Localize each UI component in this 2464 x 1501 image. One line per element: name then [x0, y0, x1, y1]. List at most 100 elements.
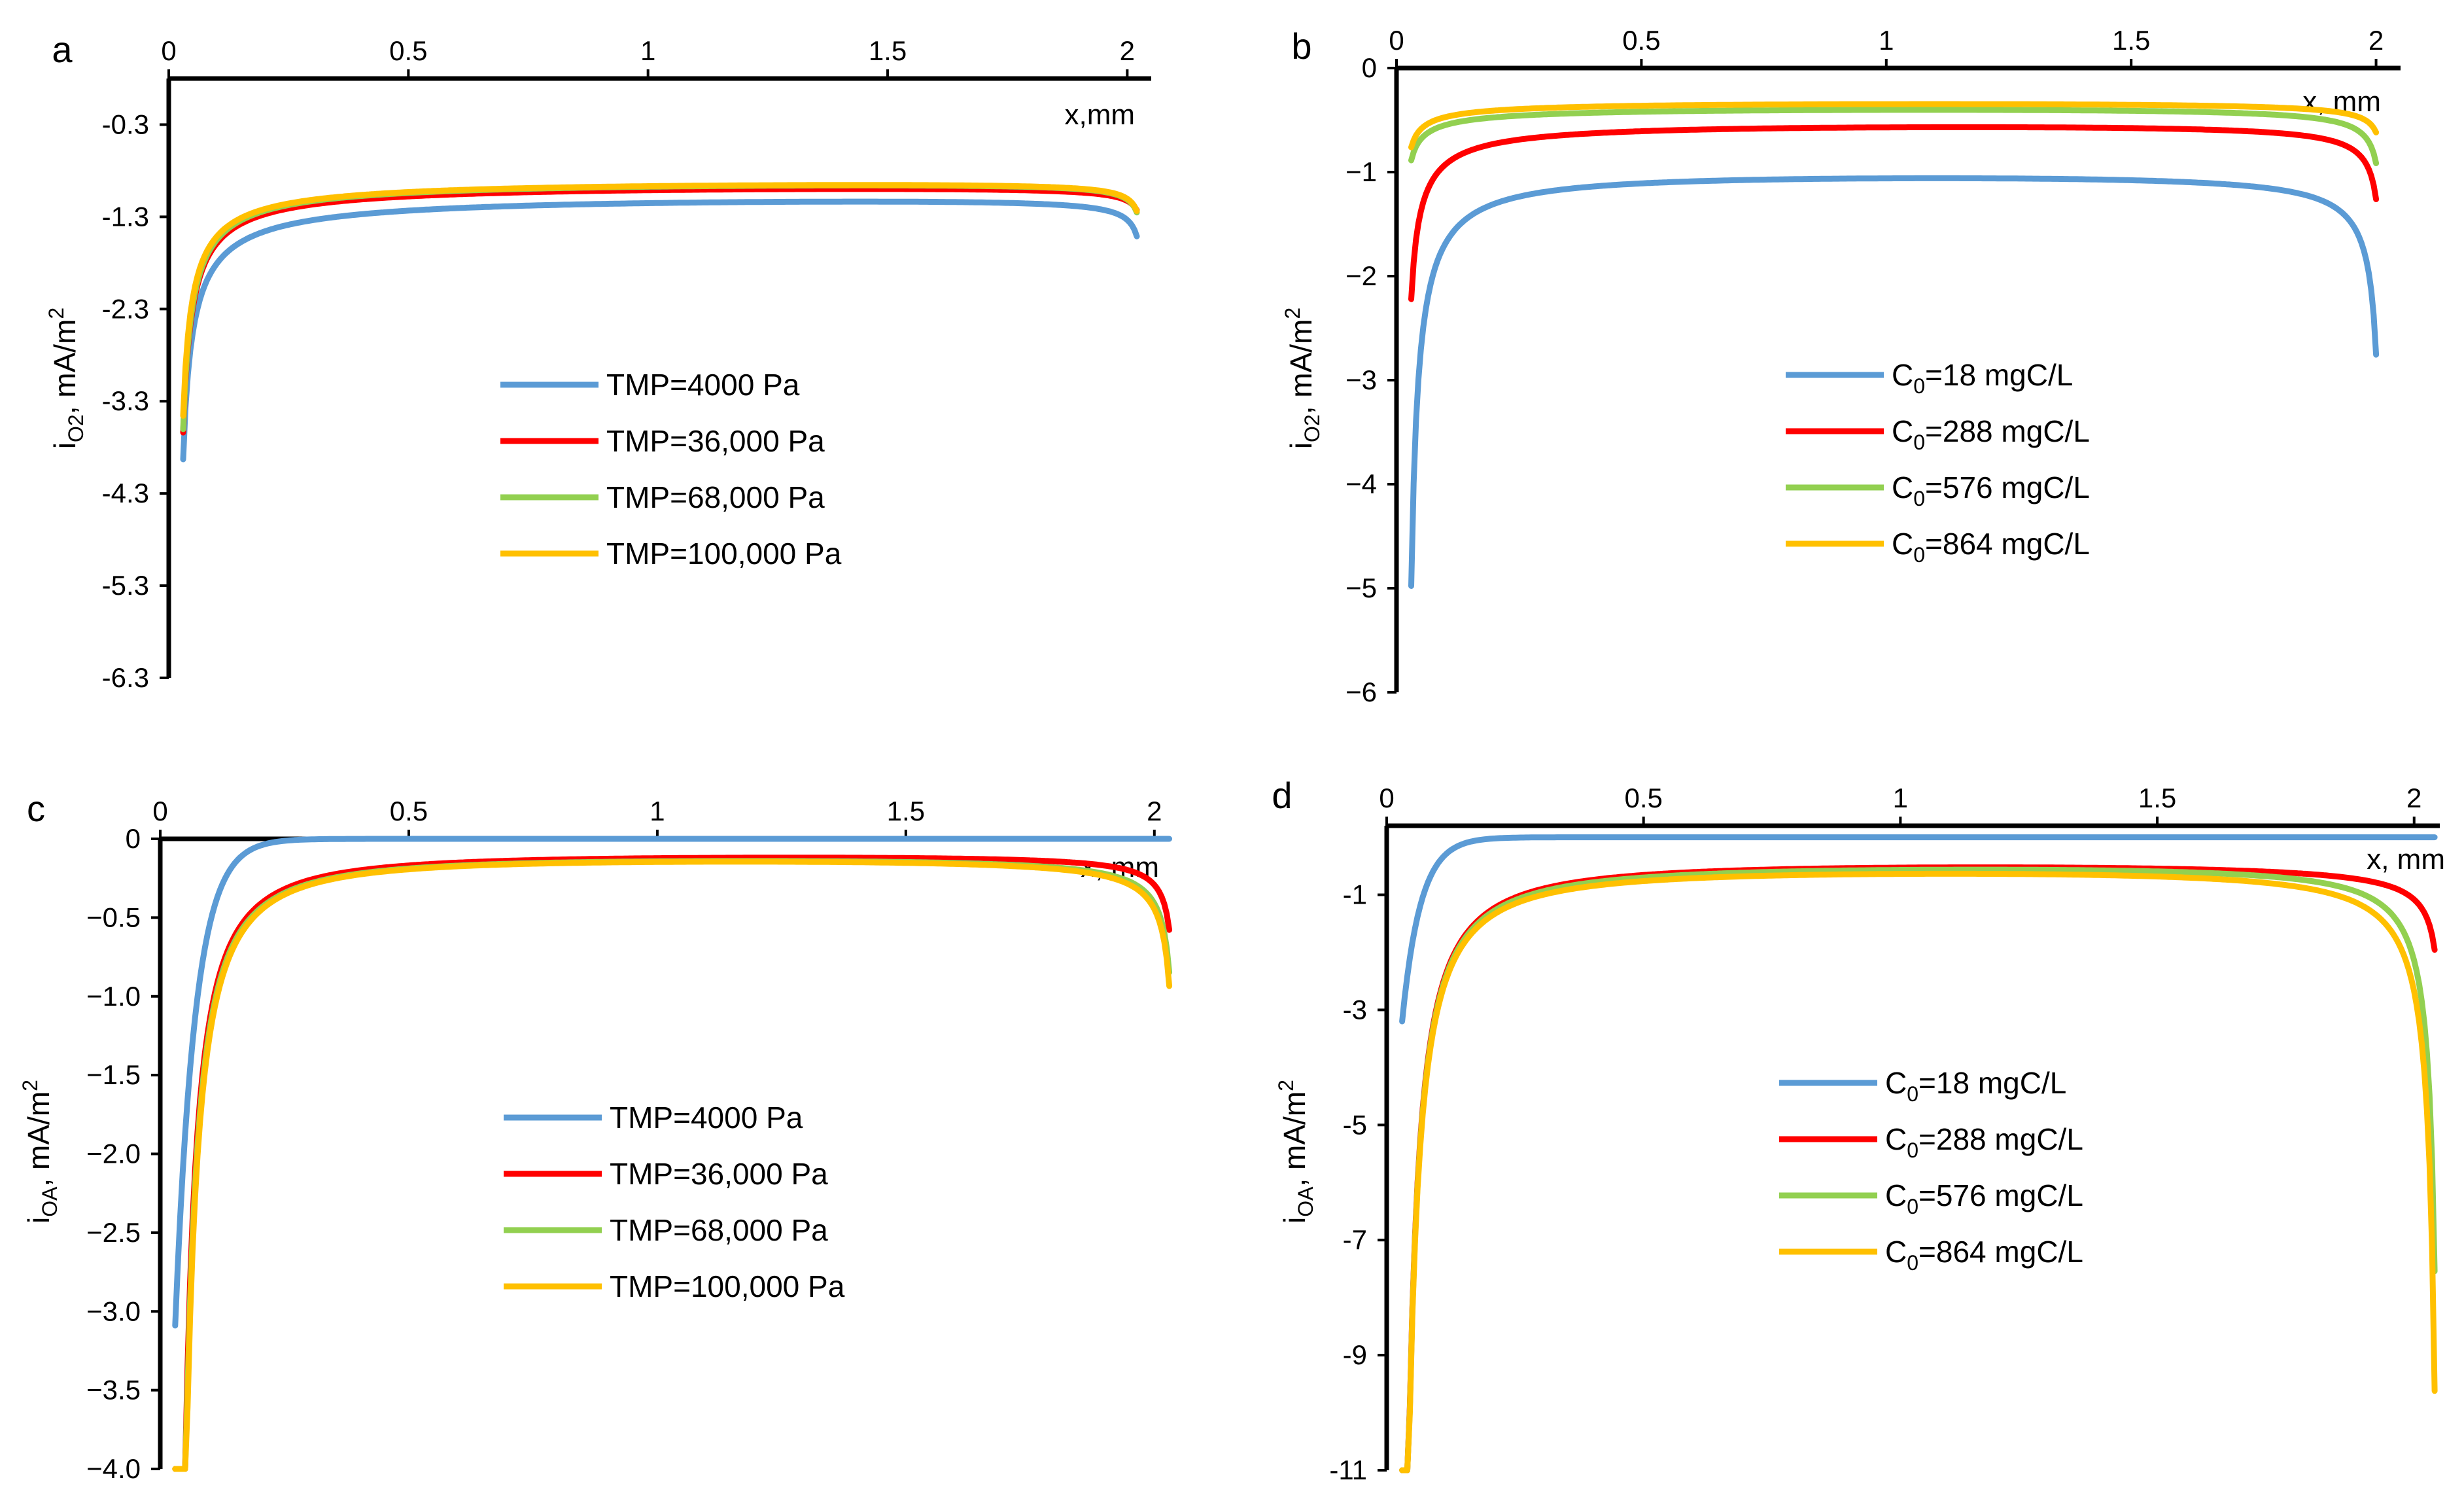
- legend-label: C0=18 mgC/L: [1885, 1066, 2066, 1106]
- y-tick-label: -7: [1343, 1224, 1367, 1255]
- y-tick-label: -11: [1329, 1455, 1367, 1485]
- legend-label-post: =18 mgC/L: [1918, 1066, 2066, 1100]
- series-line-3: [1399, 866, 2438, 1474]
- x-tick-label: 1: [1893, 783, 1908, 813]
- y-tick-label: −2: [1345, 260, 1377, 291]
- legend-label-pre: C: [1885, 1066, 1907, 1100]
- legend-label-sub: 0: [1913, 543, 1925, 567]
- y-tick-label: −4: [1345, 468, 1377, 499]
- legend-label-sub: 0: [1907, 1251, 1918, 1275]
- legend-label: C0=288 mgC/L: [1892, 414, 2090, 454]
- y-tick-label: −1: [1345, 156, 1377, 187]
- y-axis-label: iOA, mA/m2: [18, 1080, 61, 1224]
- x-tick-label: 0: [1389, 25, 1404, 56]
- y-tick-label: -1.3: [102, 201, 149, 232]
- legend-label-post: =288 mgC/L: [1925, 414, 2090, 448]
- y-tick-label: -2.3: [102, 293, 149, 324]
- series-line-1: [1399, 834, 2438, 1025]
- series-line-1: [172, 836, 1173, 1329]
- y-tick-label: -6.3: [102, 662, 149, 693]
- legend-label: TMP=100,000 Pa: [610, 1269, 845, 1303]
- y-tick-label: -4.3: [102, 478, 149, 508]
- legend-label-post: =864 mgC/L: [1925, 527, 2090, 561]
- series-line-4: [1399, 870, 2438, 1474]
- panel-c: 0 0.5 1 1.5 2 0 −0.5 −1.0 −1.5 −2.0 −2.5 −3.0 −3.5 −4…: [18, 788, 1173, 1484]
- y-tick-label: −3: [1345, 364, 1377, 395]
- y-axis-label-sup: 2: [1281, 308, 1304, 319]
- y-tick-label: −1.5: [86, 1059, 141, 1090]
- y-axis-label-sub: O2: [1300, 414, 1324, 442]
- series-line-3: [1408, 107, 2380, 166]
- x-tick-label: 0: [161, 35, 176, 66]
- legend-label: TMP=4000 Pa: [606, 368, 800, 402]
- x-tick-label: 1: [640, 35, 655, 66]
- legend-label: C0=864 mgC/L: [1885, 1235, 2083, 1275]
- series-line-2: [1399, 864, 2438, 1474]
- legend-label-post: =288 mgC/L: [1918, 1122, 2083, 1156]
- x-tick-label: 2: [1120, 35, 1135, 66]
- y-axis-label-sub: OA: [38, 1186, 61, 1217]
- y-axis-label: iO2, mA/m2: [1281, 308, 1324, 449]
- x-tick-label: 1: [650, 796, 665, 826]
- y-tick-label: −6: [1345, 677, 1377, 707]
- legend-label: TMP=36,000 Pa: [610, 1157, 828, 1191]
- legend-label: C0=18 mgC/L: [1892, 358, 2073, 398]
- y-axis-label-main: i: [1277, 1217, 1311, 1224]
- y-tick-label: −2.5: [86, 1217, 141, 1248]
- y-axis-label-sub: OA: [1294, 1186, 1317, 1217]
- legend: TMP=4000 Pa TMP=36,000 Pa TMP=68,000 Pa TMP…: [504, 1101, 845, 1303]
- y-axis-label-unit: , mA/m: [1277, 1091, 1311, 1187]
- y-axis-label-sup: 2: [44, 308, 68, 319]
- legend-label: C0=288 mgC/L: [1885, 1122, 2083, 1162]
- x-tick-label: 0.5: [1624, 783, 1662, 813]
- series-line-4: [172, 858, 1173, 1472]
- x-tick-label: 0: [152, 796, 167, 826]
- y-axis-label-main: i: [48, 442, 82, 449]
- legend-label: TMP=100,000 Pa: [606, 537, 842, 571]
- legend-label: C0=576 mgC/L: [1892, 470, 2090, 510]
- y-axis-label: iOA, mA/m2: [1274, 1080, 1317, 1224]
- x-tick-label: 0.5: [389, 35, 427, 66]
- y-axis-label-unit: , mA/m: [22, 1091, 56, 1187]
- x-tick-label: 2: [1147, 796, 1162, 826]
- panel-label: c: [27, 788, 45, 829]
- x-axis-label: x,mm: [1064, 99, 1135, 131]
- legend-label-post: =576 mgC/L: [1918, 1178, 2083, 1212]
- y-axis-label-main: i: [1284, 442, 1318, 449]
- x-axis-label: x, mm: [2367, 843, 2445, 875]
- x-tick-label: 0.5: [390, 796, 428, 826]
- y-axis-label-sup: 2: [1274, 1080, 1298, 1091]
- legend-label: TMP=4000 Pa: [610, 1101, 803, 1135]
- legend-label-pre: C: [1885, 1178, 1907, 1212]
- panel-label: d: [1272, 775, 1292, 816]
- legend-label: TMP=68,000 Pa: [610, 1213, 828, 1247]
- series-line-2: [1408, 124, 2380, 302]
- legend: TMP=4000 Pa TMP=36,000 Pa TMP=68,000 Pa TMP…: [500, 368, 842, 571]
- y-axis-label: iO2, mA/m2: [44, 308, 88, 449]
- y-tick-label: −4.0: [86, 1453, 141, 1484]
- x-tick-label: 0.5: [1622, 25, 1660, 56]
- legend-label-pre: C: [1892, 414, 1913, 448]
- y-tick-label: -5.3: [102, 570, 149, 601]
- legend-label-post: =576 mgC/L: [1925, 470, 2090, 504]
- y-tick-label: -1: [1343, 879, 1367, 910]
- series-line-4: [180, 182, 1140, 419]
- legend-label-pre: C: [1892, 470, 1913, 504]
- panel-label: a: [52, 29, 73, 70]
- x-tick-label: 0: [1379, 783, 1394, 813]
- y-tick-label: -3: [1343, 994, 1367, 1025]
- y-tick-label: −5: [1345, 573, 1377, 603]
- legend-label-post: =864 mgC/L: [1918, 1235, 2083, 1269]
- legend-label-sub: 0: [1913, 374, 1925, 398]
- panel-label: b: [1291, 26, 1311, 67]
- y-tick-label: 0: [1362, 52, 1377, 83]
- legend-label-pre: C: [1892, 527, 1913, 561]
- y-tick-label: −3.5: [86, 1375, 141, 1405]
- x-tick-label: 2: [2406, 783, 2421, 813]
- legend-label-pre: C: [1885, 1122, 1907, 1156]
- x-tick-label: 1.5: [887, 796, 925, 826]
- legend-label-pre: C: [1892, 358, 1913, 392]
